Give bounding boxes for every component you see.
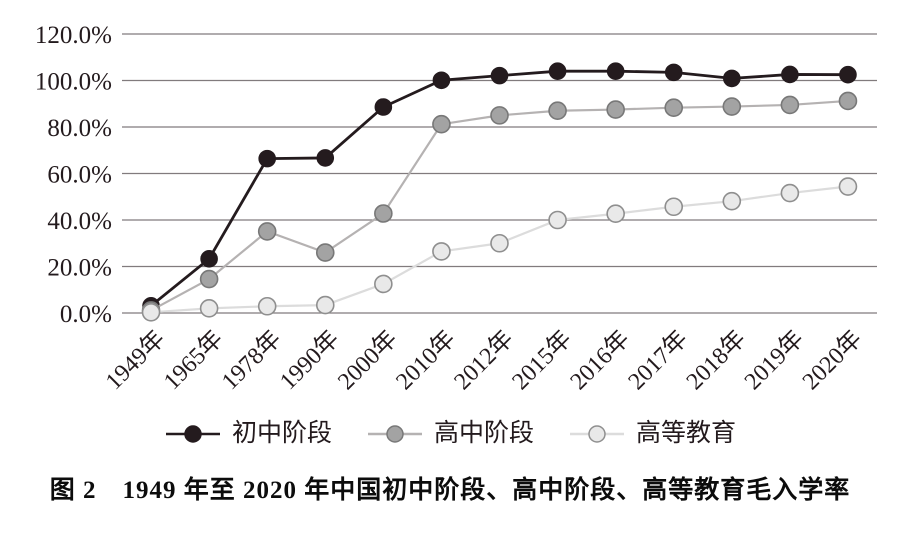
data-point bbox=[839, 65, 857, 84]
x-tick-label: 2018年 bbox=[681, 325, 751, 395]
y-tick-label: 60.0% bbox=[47, 162, 112, 189]
data-point bbox=[257, 222, 277, 241]
x-tick-label: 1990年 bbox=[275, 325, 345, 395]
legend-item-2: 高中阶段 bbox=[366, 421, 534, 446]
data-point bbox=[257, 296, 277, 316]
data-point bbox=[548, 210, 567, 230]
data-point bbox=[490, 106, 509, 125]
chart-legend: 初中阶段 高中阶段 高等教育 bbox=[0, 421, 900, 446]
data-point bbox=[141, 303, 161, 322]
x-tick-label: 2016年 bbox=[565, 325, 635, 395]
data-point bbox=[374, 204, 393, 223]
data-point bbox=[606, 100, 625, 119]
y-tick-label: 20.0% bbox=[47, 255, 112, 282]
data-point bbox=[432, 242, 451, 261]
data-point bbox=[316, 149, 335, 167]
legend-marker-icon bbox=[367, 424, 422, 443]
legend-label: 高等教育 bbox=[636, 420, 737, 447]
data-point bbox=[606, 204, 625, 224]
data-point bbox=[780, 183, 800, 203]
x-tick-label: 2010年 bbox=[391, 325, 461, 395]
x-tick-label: 1978年 bbox=[216, 325, 286, 395]
data-point bbox=[548, 101, 567, 121]
data-point bbox=[838, 91, 858, 111]
x-tick-label: 2000年 bbox=[333, 325, 403, 395]
data-point bbox=[780, 95, 800, 115]
legend-label: 初中阶段 bbox=[231, 420, 332, 447]
x-tick-label: 1965年 bbox=[158, 325, 228, 395]
data-point bbox=[664, 197, 684, 217]
data-point bbox=[723, 69, 741, 88]
series-line-2 bbox=[150, 99, 849, 312]
data-point bbox=[315, 243, 335, 262]
data-point bbox=[781, 65, 799, 84]
data-point bbox=[664, 63, 683, 82]
data-point bbox=[548, 62, 567, 80]
data-point bbox=[722, 97, 742, 116]
y-tick-label: 0.0% bbox=[60, 301, 112, 328]
legend-marker-icon bbox=[165, 424, 220, 443]
data-point bbox=[374, 274, 393, 294]
data-point bbox=[374, 98, 393, 116]
data-point bbox=[199, 299, 219, 318]
data-point bbox=[838, 177, 858, 196]
data-point bbox=[722, 191, 742, 211]
legend-item-1: 初中阶段 bbox=[164, 421, 332, 446]
data-point bbox=[664, 98, 684, 118]
legend-label: 高中阶段 bbox=[433, 420, 534, 447]
data-point bbox=[258, 149, 276, 168]
y-tick-label: 80.0% bbox=[47, 115, 112, 142]
data-point bbox=[200, 250, 218, 268]
y-tick-label: 100.0% bbox=[35, 69, 112, 96]
data-point bbox=[432, 71, 451, 90]
x-tick-label: 1949年 bbox=[100, 325, 170, 395]
data-point bbox=[490, 233, 509, 253]
legend-item-3: 高等教育 bbox=[568, 421, 736, 446]
data-point bbox=[432, 114, 451, 134]
x-tick-label: 2015年 bbox=[507, 325, 577, 395]
figure-caption: 图 2 1949 年至 2020 年中国初中阶段、高中阶段、高等教育毛入学率 bbox=[49, 477, 851, 504]
x-tick-label: 2020年 bbox=[797, 325, 867, 395]
data-point bbox=[606, 62, 625, 80]
data-point bbox=[199, 269, 219, 289]
x-tick-label: 2017年 bbox=[623, 325, 693, 395]
data-point bbox=[490, 66, 509, 85]
y-tick-label: 40.0% bbox=[47, 208, 112, 235]
enrollment-line-chart: 0.0% 20.0% 40.0% 60.0% 80.0% 100.0% 120.0% 1949… bbox=[35, 22, 877, 395]
data-point bbox=[315, 295, 335, 315]
legend-marker-icon bbox=[570, 424, 624, 443]
y-tick-label: 120.0% bbox=[35, 22, 112, 49]
x-tick-label: 2019年 bbox=[739, 325, 809, 395]
x-tick-label: 2012年 bbox=[449, 325, 519, 395]
chart-canvas: 0.0% 20.0% 40.0% 60.0% 80.0% 100.0% 120.0% 1949… bbox=[35, 22, 877, 395]
